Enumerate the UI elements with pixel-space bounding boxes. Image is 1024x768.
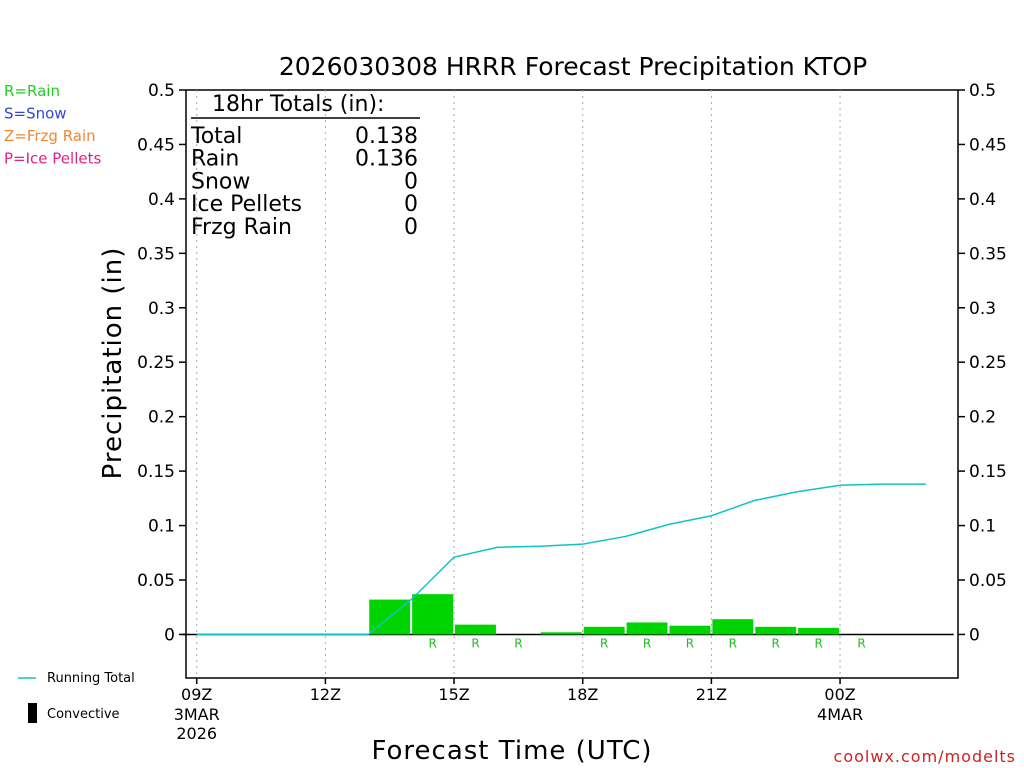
y-tick-label-right: 0.35: [969, 244, 1007, 264]
ptype-legend-item: S=Snow: [4, 105, 67, 123]
totals-row-value: 0.138: [355, 124, 418, 149]
y-tick-label-right: 0.5: [969, 81, 996, 101]
ptype-mark: R: [600, 636, 608, 650]
y-tick-label-right: 0: [969, 625, 980, 645]
ptype-mark: R: [514, 636, 522, 650]
totals-row-label: Ice Pellets: [191, 192, 302, 217]
precip-bar: [455, 624, 496, 635]
ptype-legend-item: R=Rain: [4, 82, 60, 100]
x-axis-label: Forecast Time (UTC): [371, 736, 652, 766]
y-tick-label-left: 0.45: [137, 135, 175, 155]
y-tick-label-left: 0.4: [148, 190, 175, 210]
totals-row-value: 0.136: [355, 147, 418, 172]
y-tick-label-right: 0.4: [969, 190, 996, 210]
precip-bar: [669, 625, 711, 635]
x-tick-label: 12Z: [310, 685, 341, 704]
ptype-legend-item: Z=Frzg Rain: [4, 127, 96, 145]
y-tick-label-right: 0.05: [969, 571, 1007, 591]
y-tick-label-right: 0.2: [969, 408, 996, 428]
series-legend-label: Running Total: [47, 671, 135, 686]
y-axis-right: 0 0.05 0.1 0.15 0.2 0.25 0.3 0.35 0.4 0.45 0.5: [958, 81, 1007, 645]
ptype-mark: R: [729, 636, 737, 650]
totals-row-value: 0: [404, 192, 418, 217]
totals-row-label: Frzg Rain: [191, 215, 292, 240]
series-legend: Running Total Convective: [18, 671, 135, 723]
chart-title: 2026030308 HRRR Forecast Precipitation K…: [279, 52, 867, 81]
x-tick-label: 18Z: [567, 685, 598, 704]
y-tick-label-left: 0.05: [137, 571, 175, 591]
precip-bar: [412, 594, 454, 635]
totals-row-label: Total: [190, 124, 242, 149]
y-tick-label-right: 0.3: [969, 299, 996, 319]
ptype-mark: R: [857, 636, 865, 650]
gridlines: [196, 90, 841, 678]
x-tick-year: 2026: [176, 724, 217, 743]
y-tick-label-left: 0.5: [148, 81, 175, 101]
ptype-mark: R: [643, 636, 651, 650]
totals-row-label: Snow: [191, 169, 250, 194]
credit-text: coolwx.com/modelts: [834, 747, 1016, 766]
ptype-mark: R: [471, 636, 479, 650]
y-tick-label-right: 0.15: [969, 462, 1007, 482]
y-tick-label-right: 0.45: [969, 135, 1007, 155]
x-tick-label: 15Z: [438, 685, 469, 704]
ptype-mark: R: [814, 636, 822, 650]
y-tick-label-left: 0.35: [137, 244, 175, 264]
series-legend-swatch: [28, 703, 37, 723]
y-tick-label-left: 0.2: [148, 408, 175, 428]
y-tick-label-left: 0.15: [137, 462, 175, 482]
precip-bar: [798, 627, 840, 635]
totals-row-value: 0: [404, 169, 418, 194]
ptype-mark: R: [686, 636, 694, 650]
y-axis-left: 0 0.05 0.1 0.15 0.2 0.25 0.3 0.35 0.4 0.45 0.5: [137, 81, 186, 645]
x-tick-date: 4MAR: [817, 705, 863, 724]
plot-frame: [185, 89, 959, 679]
precip-bar: [626, 622, 668, 635]
y-tick-label-left: 0.25: [137, 353, 175, 373]
totals-box: 18hr Totals (in): Total 0.138 Rain 0.136 Sno…: [190, 92, 420, 240]
ptype-mark: R: [772, 636, 780, 650]
x-tick-label: 09Z: [181, 685, 212, 704]
totals-row-label: Rain: [191, 147, 239, 172]
y-tick-label-left: 0.3: [148, 299, 175, 319]
precip-bar: [583, 626, 625, 635]
ptype-legend-item: P=Ice Pellets: [4, 150, 101, 168]
running-total-line: [196, 483, 926, 636]
y-axis-label: Precipitation (in): [98, 247, 128, 480]
y-tick-label-left: 0.1: [148, 517, 175, 537]
y-tick-label-left: 0: [164, 625, 175, 645]
precip-bar: [755, 626, 797, 635]
totals-row-value: 0: [404, 215, 418, 240]
hourly-precip-bars: [369, 594, 840, 635]
precip-bar: [712, 619, 754, 635]
series-legend-label: Convective: [47, 707, 120, 722]
y-tick-label-right: 0.25: [969, 353, 1007, 373]
precip-bar: [540, 632, 582, 635]
ptype-legend: R=Rain S=Snow Z=Frzg Rain P=Ice Pellets: [4, 82, 101, 168]
x-tick-label: 21Z: [696, 685, 727, 704]
totals-rows: Total 0.138 Rain 0.136 Snow 0 Ice Pellets 0 Frzg…: [190, 124, 418, 240]
ptype-mark: R: [428, 636, 436, 650]
y-tick-label-right: 0.1: [969, 517, 996, 537]
x-tick-date: 3MAR: [174, 705, 220, 724]
totals-heading: 18hr Totals (in):: [212, 92, 384, 117]
x-tick-label: 00Z: [824, 685, 855, 704]
